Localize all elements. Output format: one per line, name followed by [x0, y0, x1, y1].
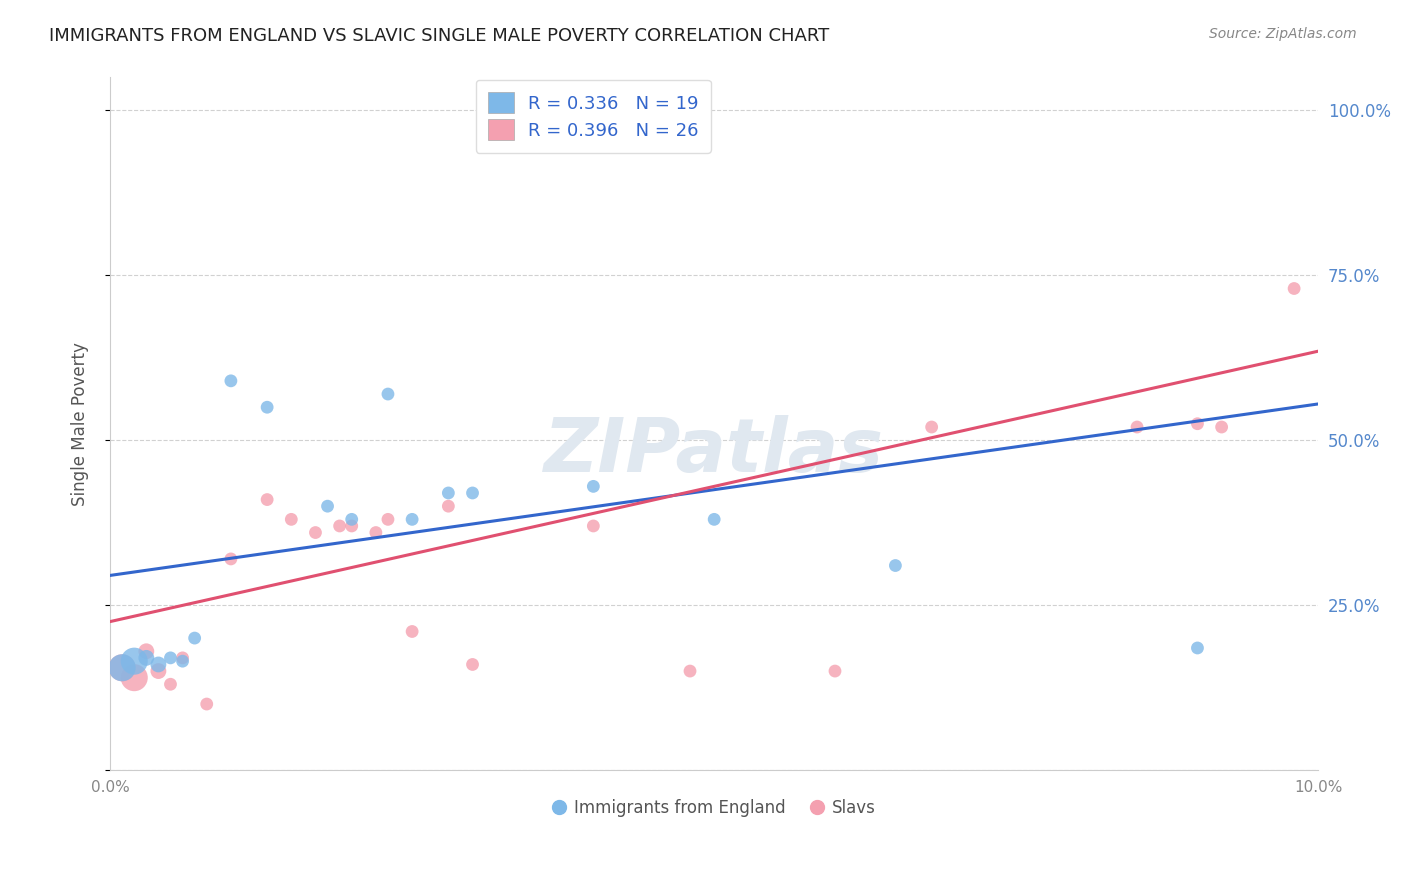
Point: [1187, 417, 1209, 431]
Point: [111, 661, 134, 675]
Point: [316, 499, 339, 513]
Point: [135, 644, 157, 658]
Point: [1211, 420, 1233, 434]
Point: [1282, 281, 1305, 295]
Point: [884, 558, 907, 573]
Point: [159, 677, 181, 691]
Point: [401, 624, 423, 639]
Legend: Immigrants from England, Slavs: Immigrants from England, Slavs: [546, 793, 883, 824]
Point: [122, 671, 145, 685]
Point: [195, 697, 218, 711]
Point: [159, 651, 181, 665]
Point: [340, 512, 363, 526]
Point: [1126, 420, 1149, 434]
Point: [135, 651, 157, 665]
Point: [377, 387, 399, 401]
Y-axis label: Single Male Poverty: Single Male Poverty: [72, 342, 89, 506]
Point: [364, 525, 387, 540]
Point: [437, 499, 460, 513]
Point: [437, 486, 460, 500]
Point: [401, 512, 423, 526]
Point: [377, 512, 399, 526]
Point: [461, 657, 484, 672]
Point: [256, 401, 278, 415]
Point: [304, 525, 326, 540]
Point: [329, 519, 352, 533]
Point: [582, 519, 605, 533]
Point: [921, 420, 943, 434]
Point: [679, 664, 702, 678]
Text: IMMIGRANTS FROM ENGLAND VS SLAVIC SINGLE MALE POVERTY CORRELATION CHART: IMMIGRANTS FROM ENGLAND VS SLAVIC SINGLE…: [49, 27, 830, 45]
Point: [1187, 640, 1209, 655]
Point: [172, 654, 194, 668]
Point: [122, 654, 145, 668]
Point: [148, 657, 170, 672]
Text: Source: ZipAtlas.com: Source: ZipAtlas.com: [1209, 27, 1357, 41]
Point: [219, 374, 242, 388]
Point: [148, 664, 170, 678]
Point: [340, 519, 363, 533]
Point: [219, 552, 242, 566]
Point: [824, 664, 846, 678]
Point: [256, 492, 278, 507]
Point: [703, 512, 725, 526]
Point: [280, 512, 302, 526]
Point: [461, 486, 484, 500]
Point: [183, 631, 205, 645]
Point: [172, 651, 194, 665]
Point: [111, 661, 134, 675]
Point: [582, 479, 605, 493]
Text: ZIPatlas: ZIPatlas: [544, 415, 884, 488]
